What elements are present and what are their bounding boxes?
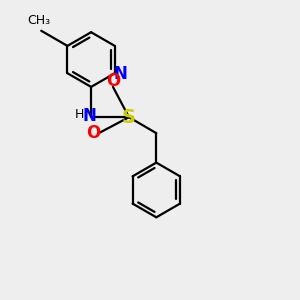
- Text: S: S: [122, 108, 136, 127]
- Text: O: O: [106, 72, 120, 90]
- Text: N: N: [83, 107, 97, 125]
- Text: H: H: [75, 108, 84, 121]
- Text: O: O: [86, 124, 100, 142]
- Text: CH₃: CH₃: [28, 14, 51, 26]
- Text: N: N: [113, 65, 127, 83]
